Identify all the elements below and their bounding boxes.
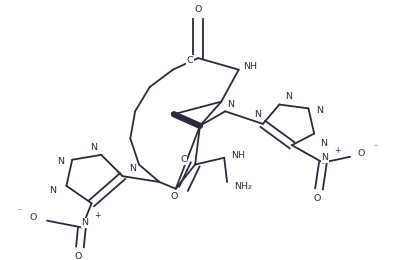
Text: C: C: [180, 155, 187, 164]
Text: N: N: [227, 100, 235, 109]
Text: N: N: [320, 139, 327, 148]
Text: ⁻: ⁻: [373, 143, 377, 152]
Text: +: +: [334, 146, 341, 155]
Text: N: N: [255, 110, 262, 119]
Text: N: N: [81, 218, 88, 227]
Text: N: N: [90, 143, 97, 152]
Text: O: O: [30, 213, 37, 222]
Text: N: N: [316, 106, 324, 115]
Text: N: N: [286, 92, 292, 101]
Text: NH₂: NH₂: [234, 182, 251, 191]
Text: +: +: [94, 211, 101, 220]
Text: N: N: [57, 157, 64, 166]
Text: N: N: [129, 164, 136, 173]
Text: O: O: [313, 194, 321, 203]
Text: O: O: [358, 150, 365, 158]
Text: N: N: [49, 186, 56, 195]
Text: NH: NH: [231, 151, 245, 160]
Text: C: C: [187, 55, 194, 64]
Text: O: O: [170, 192, 178, 201]
Text: N: N: [321, 153, 328, 162]
Text: O: O: [74, 252, 82, 260]
Text: NH: NH: [243, 62, 257, 71]
Text: O: O: [194, 5, 202, 14]
Text: ⁻: ⁻: [18, 206, 22, 216]
